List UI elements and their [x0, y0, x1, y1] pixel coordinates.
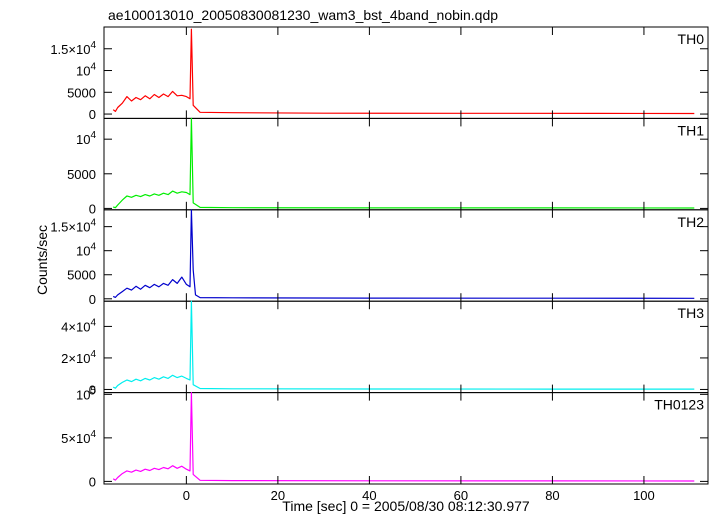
- x-tick-label: 40: [362, 488, 376, 503]
- panel-th0123: 0 5×104 105 TH0123: [61, 385, 709, 489]
- y-tick-label: 0: [89, 292, 96, 307]
- x-tick-label: 80: [545, 488, 559, 503]
- y-tick-label: 1.5×104: [50, 218, 96, 235]
- series-line-th2: [112, 209, 695, 299]
- y-tick-label: 0: [89, 382, 96, 397]
- series-line-th3: [112, 300, 695, 390]
- y-tick-label: 2×104: [61, 349, 96, 366]
- panel-th3: 0 2×104 4×104 TH3: [61, 300, 709, 397]
- panel-th0: 0 5000 104 1.5×104 TH0: [50, 26, 709, 122]
- x-axis-label: Time [sec] 0 = 2005/08/30 08:12:30.977: [282, 498, 530, 514]
- series-line-th0: [112, 28, 695, 115]
- y-tick-label: 5000: [67, 167, 96, 182]
- x-tick-label: 100: [633, 488, 655, 503]
- series-label: TH3: [678, 305, 705, 321]
- series-label: TH2: [678, 214, 705, 230]
- series-line-th1: [113, 117, 695, 209]
- series-label: TH0123: [654, 397, 704, 413]
- y-tick-label: 5×104: [61, 429, 96, 446]
- series-line-th0123: [112, 392, 695, 482]
- y-tick-label: 4×104: [61, 317, 96, 334]
- panel-frame: [103, 117, 709, 211]
- y-tick-label: 5000: [67, 85, 96, 100]
- panels: 0 5000 104 1.5×104 TH0 0 5000 104 TH1 0 5000 104 1.5…: [50, 26, 709, 503]
- y-axis-label: Counts/sec: [34, 225, 50, 295]
- x-tick-label: 0: [183, 488, 190, 503]
- y-tick-label: 104: [76, 130, 96, 147]
- y-tick-label: 0: [89, 107, 96, 122]
- panel-frame: [103, 300, 709, 394]
- chart-title: ae100013010_20050830081230_wam3_bst_4ban…: [108, 7, 498, 23]
- y-tick-label: 0: [89, 474, 96, 489]
- y-tick-label: 1.5×104: [50, 40, 96, 57]
- panel-th1: 0 5000 104 TH1: [67, 117, 709, 216]
- series-label: TH1: [678, 122, 705, 138]
- y-tick-label: 104: [76, 62, 96, 79]
- y-tick-label: 5000: [67, 268, 96, 283]
- y-tick-label: 0: [89, 201, 96, 216]
- y-tick-label: 104: [76, 242, 96, 259]
- series-label: TH0: [678, 31, 705, 47]
- x-tick-label: 20: [271, 488, 285, 503]
- panel-frame: [103, 26, 709, 119]
- y-tick-label: 105: [76, 385, 96, 402]
- panel-th2: 0 5000 104 1.5×104 TH2: [50, 209, 709, 307]
- x-tick-label: 60: [454, 488, 468, 503]
- panel-frame: [103, 392, 709, 485]
